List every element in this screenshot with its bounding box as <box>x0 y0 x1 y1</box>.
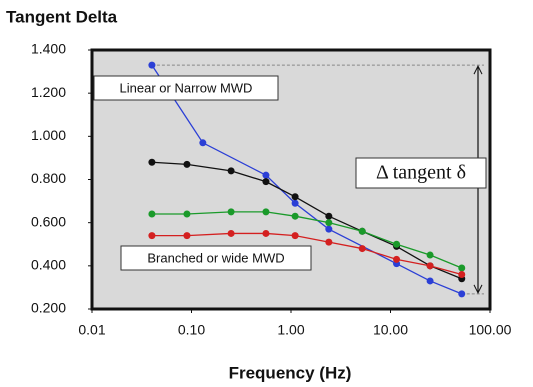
data-point <box>458 264 466 272</box>
data-point <box>227 208 235 216</box>
data-point <box>393 240 401 248</box>
data-point <box>183 232 191 240</box>
data-point <box>262 229 270 237</box>
data-point <box>358 227 366 235</box>
series-line <box>151 161 462 280</box>
data-point <box>227 167 235 175</box>
data-point <box>325 212 333 220</box>
data-point <box>325 219 333 227</box>
data-point <box>183 160 191 168</box>
series-line <box>151 232 462 276</box>
data-point <box>262 178 270 186</box>
annotation-box <box>93 75 279 101</box>
data-point <box>199 139 207 147</box>
y-tick-label: 0.800 <box>31 170 66 186</box>
arrow-head <box>473 284 483 295</box>
data-point <box>148 158 156 166</box>
data-point <box>183 210 191 218</box>
data-point <box>291 193 299 201</box>
x-tick-label: 100.00 <box>469 322 512 338</box>
data-point <box>393 255 401 263</box>
data-point <box>426 262 434 270</box>
data-point <box>262 171 270 179</box>
y-tick-label: 1.200 <box>31 84 66 100</box>
data-point <box>358 245 366 253</box>
x-tick-label: 0.10 <box>178 322 205 338</box>
x-axis-label: Frequency (Hz) <box>229 363 352 382</box>
y-tick-label: 0.200 <box>31 300 66 316</box>
data-point <box>458 270 466 278</box>
x-tick-label: 1.00 <box>277 322 304 338</box>
y-tick-label: 1.400 <box>31 41 66 57</box>
data-point <box>148 61 156 69</box>
data-point <box>325 225 333 233</box>
annotation: Linear or Narrow MWD <box>120 80 253 95</box>
data-point <box>291 232 299 240</box>
data-point <box>148 210 156 218</box>
annotation-box <box>120 245 312 271</box>
data-point <box>291 212 299 220</box>
y-tick-label: 0.600 <box>31 213 66 229</box>
y-tick-label: 0.400 <box>31 257 66 273</box>
annotation: Branched or wide MWD <box>147 250 284 265</box>
data-point <box>227 229 235 237</box>
x-tick-label: 0.01 <box>78 322 105 338</box>
data-point <box>426 277 434 285</box>
chart-title: Tangent Delta <box>6 7 118 26</box>
x-tick-label: 10.00 <box>373 322 408 338</box>
y-tick-label: 1.000 <box>31 127 66 143</box>
annotation-box <box>355 157 487 189</box>
data-point <box>325 238 333 246</box>
arrow-head <box>473 64 483 75</box>
data-point <box>458 290 466 298</box>
data-point <box>426 251 434 259</box>
data-point <box>148 232 156 240</box>
data-point <box>291 199 299 207</box>
series-line <box>151 211 462 269</box>
annotation: Δ tangent δ <box>376 162 466 184</box>
series-line <box>151 64 462 295</box>
data-point <box>262 208 270 216</box>
